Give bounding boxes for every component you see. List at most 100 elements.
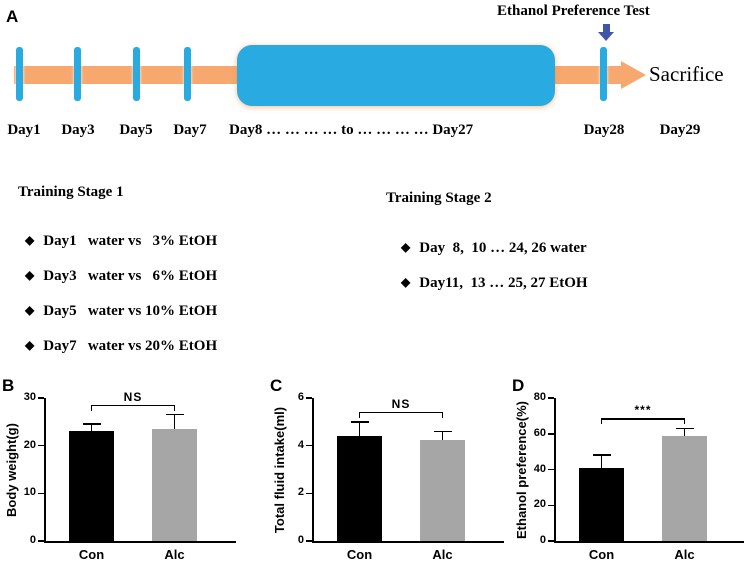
y-axis-tick-label: 80 <box>533 391 546 403</box>
error-bar-cap <box>350 421 369 423</box>
category-label: Con <box>346 547 373 562</box>
y-axis-tick-label: 30 <box>23 391 36 403</box>
training-stage1-item: ◆ Day3 water vs 6% EtOH <box>10 251 217 285</box>
significance-bracket-end <box>683 418 686 425</box>
y-axis-tick-label: 10 <box>23 486 36 499</box>
training-stage1-title: Training Stage 1 <box>18 184 124 200</box>
y-axis-title: Body weight(g) <box>4 423 19 517</box>
timeline-label-day5: Day5 <box>119 122 153 138</box>
significance-bracket <box>601 418 685 420</box>
training-stage2-item: ◆ Day 8, 10 … 24, 26 water <box>386 223 587 257</box>
diamond-bullet-icon: ◆ <box>25 233 35 247</box>
panel-c-label: C <box>270 376 283 395</box>
significance-label: NS <box>391 396 411 411</box>
error-bar <box>600 455 603 468</box>
timeline-label-day1: Day1 <box>7 122 41 138</box>
diamond-bullet-icon: ◆ <box>401 275 411 289</box>
y-axis-tick <box>548 433 554 435</box>
plot-area <box>312 398 504 543</box>
down-arrow-head <box>598 32 614 41</box>
error-bar <box>683 428 686 436</box>
error-bar-cap <box>433 430 452 433</box>
significance-bracket-end <box>600 418 603 425</box>
training-stage2-block <box>237 45 555 106</box>
down-arrow-icon <box>598 24 616 42</box>
significance-bracket-end <box>173 404 176 411</box>
diamond-bullet-icon: ◆ <box>25 338 35 352</box>
y-axis-tick <box>38 444 44 447</box>
y-axis-tick <box>38 397 44 399</box>
error-bar-cap <box>165 413 184 416</box>
y-axis-tick <box>306 492 312 495</box>
timeline-label-day8-to-day27: Day8 … … … … to … … … … Day27 <box>229 122 474 138</box>
diamond-bullet-icon: ◆ <box>25 303 35 317</box>
category-label: Alc <box>674 547 695 562</box>
category-label: Alc <box>432 547 453 562</box>
category-label: Con <box>78 547 105 562</box>
error-bar-cap <box>675 427 694 430</box>
significance-bracket-end <box>441 411 444 418</box>
significance-bracket-end <box>90 404 93 411</box>
training-stage2-item-text: Day11, 13 … 25, 27 EtOH <box>419 275 588 291</box>
timeline-tick-day1 <box>16 47 23 101</box>
error-bar <box>441 431 444 440</box>
training-stage1-item: ◆ Day1 water vs 3% EtOH <box>10 216 217 250</box>
y-axis-tick-label: 20 <box>533 498 546 511</box>
down-arrow-stem <box>603 24 610 32</box>
timeline-label-day3: Day3 <box>61 122 95 138</box>
chart-body-weight: B Body weight(g) 0 10 20 30 Con Alc NS <box>2 376 254 571</box>
y-axis-tick <box>306 444 312 447</box>
y-axis-tick-label: 60 <box>533 426 546 439</box>
bar-con <box>579 467 624 541</box>
training-stage1-item: ◆ Day7 water vs 20% EtOH <box>10 321 217 355</box>
error-bar <box>358 421 361 437</box>
significance-label: NS <box>123 389 143 404</box>
training-stage1-item-text: Day5 water vs 10% EtOH <box>43 303 218 319</box>
timeline-tick-day5 <box>133 47 140 101</box>
y-axis-tick-label: 40 <box>533 462 546 475</box>
chart-total-fluid-intake: C Total fluid intake(ml) 0 2 4 6 Con Alc NS <box>270 376 522 571</box>
y-axis-tick-label: 4 <box>297 438 304 451</box>
diamond-bullet-icon: ◆ <box>401 240 411 254</box>
y-axis-tick <box>306 397 312 399</box>
significance-bracket <box>359 411 443 414</box>
y-axis-tick-label: 0 <box>297 534 304 546</box>
error-bar-cap <box>592 454 611 456</box>
y-axis-tick-label: 20 <box>23 438 36 451</box>
y-axis-tick-label: 6 <box>297 391 304 403</box>
timeline-label-day28: Day28 <box>583 122 625 138</box>
training-stage1-item-text: Day1 water vs 3% EtOH <box>43 233 218 249</box>
y-axis-tick-label: 0 <box>29 534 36 546</box>
category-label: Con <box>588 547 615 562</box>
y-axis-tick <box>548 468 554 471</box>
timeline-tick-day3 <box>74 47 81 101</box>
plot-area <box>554 398 744 543</box>
y-axis-tick <box>38 540 44 542</box>
timeline-tick-day28 <box>600 47 607 101</box>
error-bar <box>90 424 93 432</box>
training-stage2-item-text: Day 8, 10 … 24, 26 water <box>419 240 587 256</box>
significance-bracket <box>91 404 175 407</box>
chart-ethanol-preference: D Ethanol preference(%) 0 20 40 60 80 Con Alc *… <box>512 376 744 571</box>
bar-alc <box>662 435 707 541</box>
y-axis-tick <box>548 504 554 506</box>
training-stage1-item: ◆ Day5 water vs 10% EtOH <box>10 286 217 320</box>
training-stage1-item-text: Day3 water vs 6% EtOH <box>43 268 218 284</box>
y-axis-tick-label: 0 <box>539 534 546 546</box>
y-axis-title: Total fluid intake(ml) <box>272 406 287 534</box>
panel-d-label: D <box>512 376 525 395</box>
training-stage1-item-text: Day7 water vs 20% EtOH <box>43 338 218 354</box>
y-axis-tick <box>306 540 312 542</box>
bar-alc <box>152 428 197 541</box>
y-axis-tick <box>38 492 44 495</box>
significance-bracket-end <box>358 411 361 418</box>
timeline-tick-day7 <box>184 47 191 101</box>
panel-b-label: B <box>2 376 15 395</box>
timeline-arrowhead <box>621 61 646 89</box>
panel-a-label: A <box>6 7 19 26</box>
category-label: Alc <box>164 547 185 562</box>
ethanol-preference-test-title: Ethanol Preference Test <box>497 3 650 19</box>
error-bar <box>173 414 176 429</box>
bar-alc <box>420 439 465 541</box>
